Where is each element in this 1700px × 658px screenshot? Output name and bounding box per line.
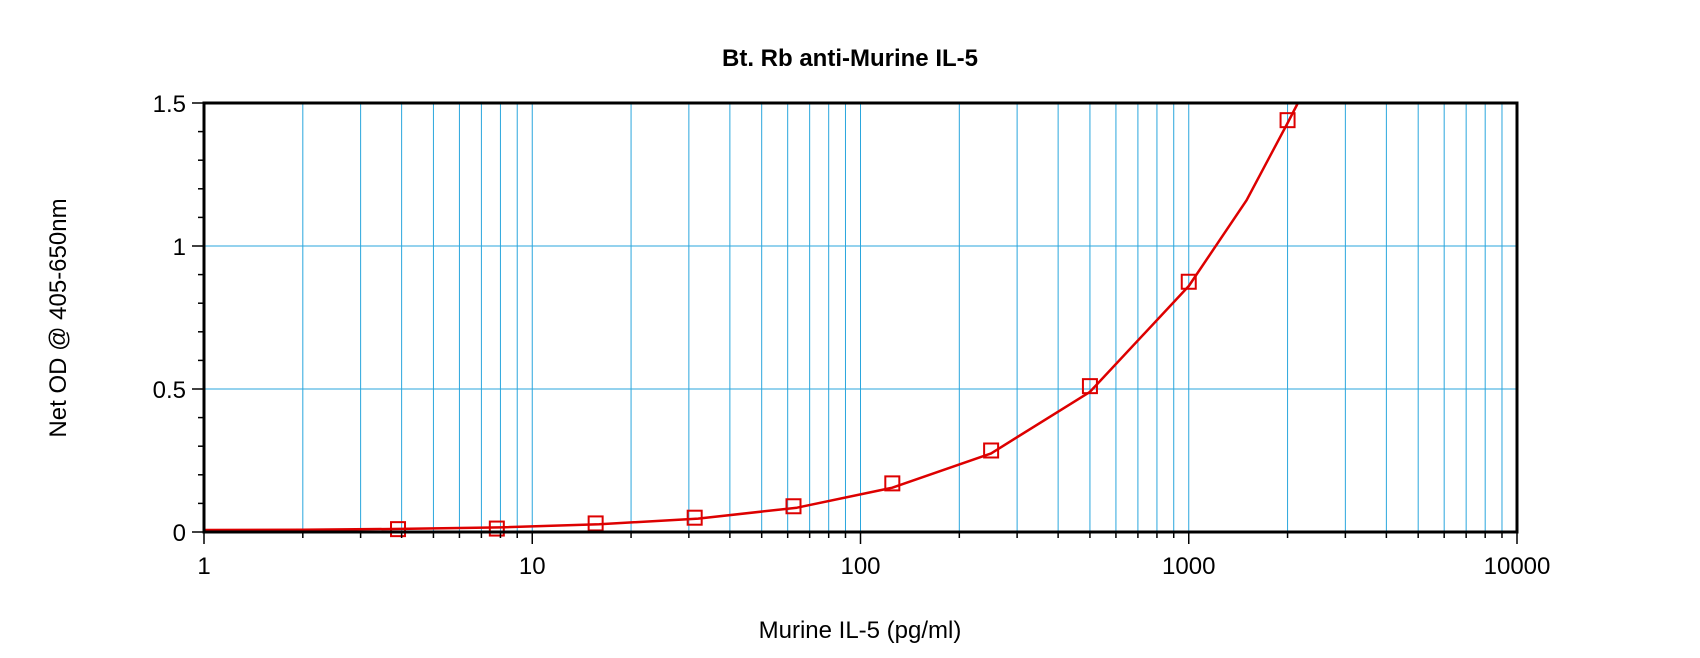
ticks: 1 10 100 1000 10000 0 0.5 1 1.5 [153,91,1551,580]
y-tick-label: 0 [173,520,186,547]
data-point [686,509,703,526]
y-tick-label: 1 [173,234,186,261]
y-tick-label: 0.5 [153,377,186,404]
data-point [884,475,901,492]
x-tick-label: 10 [519,553,546,580]
data-point [785,498,802,515]
x-tick-label: 1 [197,553,210,580]
x-tick-label: 1000 [1162,553,1215,580]
chart-title: Bt. Rb anti-Murine IL-5 [722,45,978,72]
data-point [390,521,407,538]
data-point [587,515,604,532]
data-point [983,442,1000,459]
y-axis-label: Net OD @ 405-650nm [45,198,72,437]
series-layer [203,102,1300,538]
data-point [488,520,505,537]
data-point [1081,378,1098,395]
x-tick-label: 10000 [1484,553,1551,580]
x-axis-label: Murine IL-5 (pg/ml) [759,617,962,644]
y-tick-label: 1.5 [153,91,186,118]
x-tick-label: 100 [840,553,880,580]
fit-curve [203,102,1300,532]
data-point [1180,273,1197,290]
grid [204,103,1517,532]
data-point [1279,112,1296,129]
